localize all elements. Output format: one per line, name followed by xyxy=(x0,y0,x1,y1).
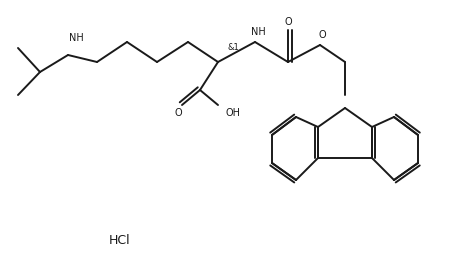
Text: NH: NH xyxy=(69,33,83,43)
Text: &1: &1 xyxy=(228,44,240,53)
Text: NH: NH xyxy=(251,27,265,37)
Text: O: O xyxy=(174,108,182,118)
Text: O: O xyxy=(318,30,326,40)
Text: OH: OH xyxy=(226,108,241,118)
Text: O: O xyxy=(284,17,292,27)
Text: HCl: HCl xyxy=(109,233,131,247)
